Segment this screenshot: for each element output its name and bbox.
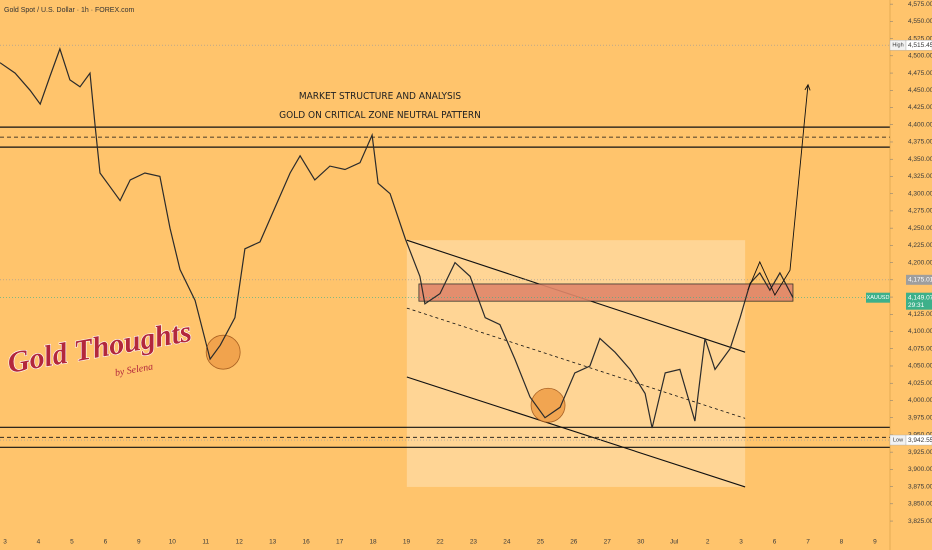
zone	[418, 283, 794, 302]
y-tick-label: 4,550.00	[908, 18, 932, 25]
y-tick-label: 4,425.00	[908, 104, 932, 111]
x-tick-label: 18	[369, 539, 377, 546]
x-tick-label: 12	[236, 539, 244, 546]
x-tick-label: 16	[303, 539, 311, 546]
x-tick-label: 3	[3, 539, 7, 546]
x-tick-label: 8	[840, 539, 844, 546]
tag-value-box	[906, 292, 932, 310]
tag-name: Low	[893, 437, 903, 443]
x-tick-label: 11	[202, 539, 209, 546]
x-tick-label: 4	[37, 539, 41, 546]
y-tick-label: 4,400.00	[908, 121, 932, 128]
tag-value: 3,942.55	[908, 437, 932, 444]
tag-value-box	[905, 434, 932, 446]
y-tick-label: 4,300.00	[908, 190, 932, 197]
y-tick-label: 4,050.00	[908, 363, 932, 370]
y-tick-label: 4,325.00	[908, 173, 932, 180]
highlight-circle	[205, 334, 241, 370]
y-tick-label: 4,525.00	[908, 35, 932, 42]
projection-path	[747, 84, 809, 296]
y-tick-label: 4,250.00	[908, 225, 932, 232]
y-tick-label: 4,200.00	[908, 259, 932, 266]
y-tick-label: 3,825.00	[908, 518, 932, 525]
annotation: GOLD ON CRITICAL ZONE NEUTRAL PATTERN	[279, 110, 481, 121]
y-tick-label: 4,275.00	[908, 208, 932, 215]
tag-series-box	[866, 292, 890, 303]
x-tick-label: 19	[403, 539, 411, 546]
x-tick-label: 2	[706, 539, 710, 546]
x-tick-label: 25	[537, 539, 545, 546]
y-tick-label: 3,850.00	[908, 501, 932, 508]
tag-name: High	[892, 43, 903, 49]
tag-value-box	[905, 39, 932, 51]
y-tick-label: 4,075.00	[908, 345, 932, 352]
tag-value: 4,175.01	[908, 277, 932, 284]
logo: Gold Thoughts by Selena	[5, 314, 195, 380]
x-tick-label: 13	[269, 539, 277, 546]
x-tick-label: 7	[806, 539, 810, 546]
x-tick-label: 23	[470, 539, 478, 546]
x-tick-label: 22	[436, 539, 444, 546]
y-tick-label: 3,975.00	[908, 414, 932, 421]
x-tick-label: 9	[873, 539, 877, 546]
y-tick-label: 4,500.00	[908, 53, 932, 60]
y-tick-label: 3,900.00	[908, 466, 932, 473]
tag-value-box	[906, 274, 932, 285]
x-tick-label: 26	[570, 539, 578, 546]
x-tick-label: 6	[773, 539, 777, 546]
x-tick-label: 9	[137, 539, 141, 546]
x-tick-label: 17	[336, 539, 344, 546]
y-tick-label: 4,450.00	[908, 87, 932, 94]
y-tick-label: 4,025.00	[908, 380, 932, 387]
x-tick-label: 24	[503, 539, 511, 546]
y-tick-label: 4,375.00	[908, 139, 932, 146]
y-tick-label: 4,475.00	[908, 70, 932, 77]
channel-line	[406, 376, 746, 488]
tag-series: XAUUSD	[867, 295, 890, 301]
highlight-circle	[530, 387, 566, 423]
x-tick-label: Jul	[670, 539, 679, 546]
arrow-head	[804, 83, 811, 91]
x-tick-label: 27	[604, 539, 612, 546]
annotation: MARKET STRUCTURE AND ANALYSIS	[299, 91, 462, 102]
x-tick-label: 10	[169, 539, 177, 546]
x-tick-label: 5	[70, 539, 74, 546]
y-tick-label: 4,350.00	[908, 156, 932, 163]
y-tick-label: 4,575.00	[908, 1, 932, 8]
y-tick-label: 4,100.00	[908, 328, 932, 335]
channel-area	[406, 240, 746, 487]
y-tick-label: 4,225.00	[908, 242, 932, 249]
x-tick-label: 3	[739, 539, 743, 546]
chart-title: Gold Spot / U.S. Dollar · 1h · FOREX.com	[4, 7, 134, 14]
x-tick-label: 6	[104, 539, 108, 546]
tag-value: 4,149.07	[908, 294, 932, 301]
y-tick-label: 4,000.00	[908, 397, 932, 404]
price-line-series	[0, 47, 794, 429]
logo-title: Gold Thoughts	[5, 315, 194, 380]
y-tick-label: 4,125.00	[908, 311, 932, 318]
y-tick-label: 3,925.00	[908, 449, 932, 456]
logo-byline: by Selena	[114, 361, 154, 379]
tag-value: 4,515.45	[908, 42, 932, 49]
tag-countdown: 29:31	[908, 302, 925, 309]
x-tick-label: 30	[637, 539, 645, 546]
y-tick-label: 3,875.00	[908, 483, 932, 490]
